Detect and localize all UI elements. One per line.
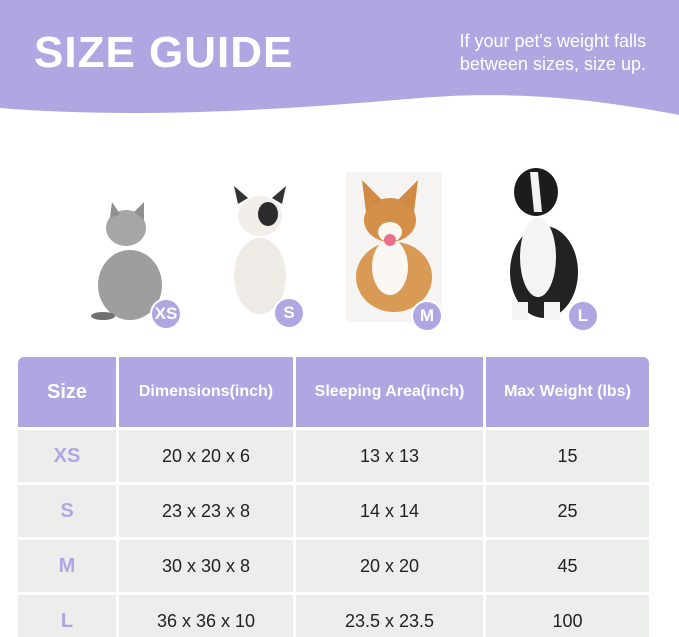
size-cell: S <box>18 485 116 537</box>
dimensions-cell: 36 x 36 x 10 <box>119 595 293 637</box>
page-title: SIZE GUIDE <box>34 28 294 77</box>
size-cell: L <box>18 595 116 637</box>
sleeping-area-cell: 13 x 13 <box>296 430 483 482</box>
header-sleeping-area: Sleeping Area(inch) <box>296 357 483 427</box>
table-row: L 36 x 36 x 10 23.5 x 23.5 100 <box>18 595 649 637</box>
header-dimensions: Dimensions(inch) <box>119 357 293 427</box>
dimensions-cell: 23 x 23 x 8 <box>119 485 293 537</box>
size-badge-xs: XS <box>150 298 182 330</box>
sizing-note: If your pet's weight falls between sizes,… <box>459 30 646 76</box>
dimensions-cell: 20 x 20 x 6 <box>119 430 293 482</box>
border-collie-image <box>510 168 578 320</box>
size-cell: M <box>18 540 116 592</box>
max-weight-cell: 100 <box>486 595 649 637</box>
sleeping-area-cell: 14 x 14 <box>296 485 483 537</box>
max-weight-cell: 15 <box>486 430 649 482</box>
max-weight-cell: 45 <box>486 540 649 592</box>
header-banner <box>0 0 679 115</box>
table-row: M 30 x 30 x 8 20 x 20 45 <box>18 540 649 592</box>
size-table: Size Dimensions(inch) Sleeping Area(inch… <box>15 354 652 637</box>
note-line: between sizes, size up. <box>459 54 646 74</box>
table-row: S 23 x 23 x 8 14 x 14 25 <box>18 485 649 537</box>
size-badge-m: M <box>411 300 443 332</box>
header-max-weight: Max Weight (lbs) <box>486 357 649 427</box>
size-badge-l: L <box>567 300 599 332</box>
size-cell: XS <box>18 430 116 482</box>
header-size: Size <box>18 357 116 427</box>
sleeping-area-cell: 20 x 20 <box>296 540 483 592</box>
size-badge-s: S <box>273 297 305 329</box>
max-weight-cell: 25 <box>486 485 649 537</box>
french-bulldog-image <box>234 186 286 314</box>
cat-image <box>91 202 162 320</box>
note-line: If your pet's weight falls <box>459 31 646 51</box>
corgi-image <box>346 172 442 322</box>
table-row: XS 20 x 20 x 6 13 x 13 15 <box>18 430 649 482</box>
dimensions-cell: 30 x 30 x 8 <box>119 540 293 592</box>
sleeping-area-cell: 23.5 x 23.5 <box>296 595 483 637</box>
